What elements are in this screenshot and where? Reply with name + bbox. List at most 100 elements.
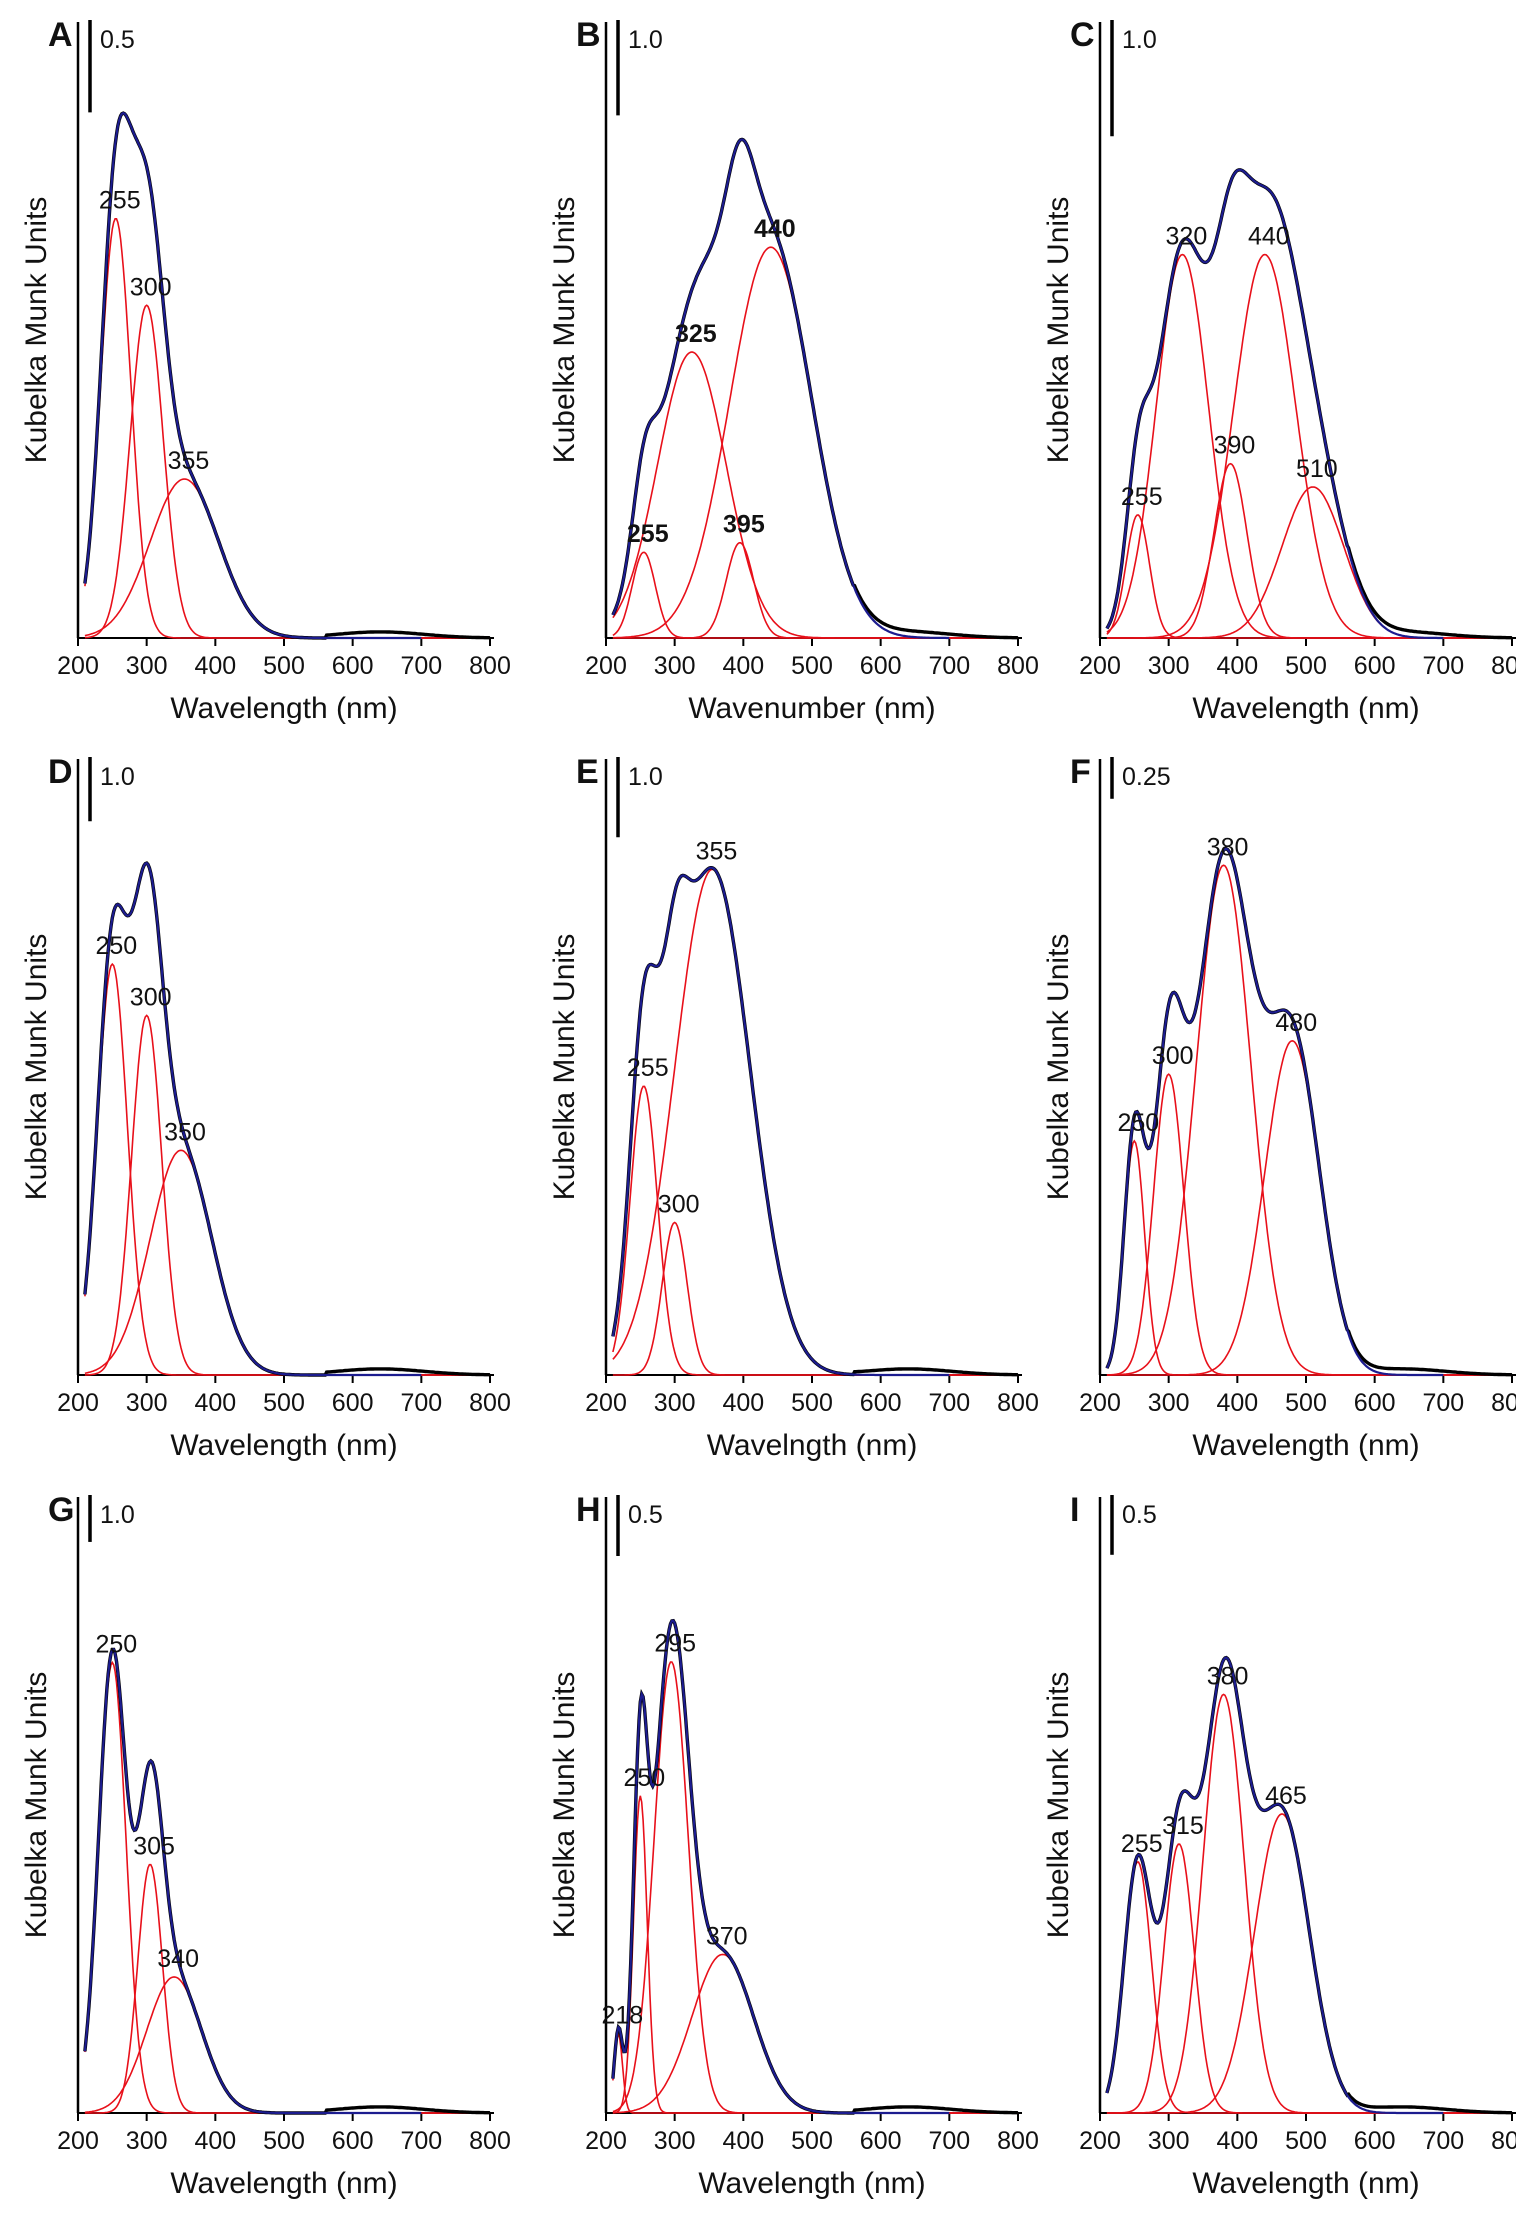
panel-b: 200 300 400 500 600 700 800 Wavenumber (nm) Kube… bbox=[548, 16, 1039, 725]
component-peak-300 bbox=[84, 304, 490, 639]
component-peak-300 bbox=[84, 1014, 490, 1376]
x-axis-label: Wavelength (nm) bbox=[1192, 2167, 1419, 2200]
x-tick-label: 800 bbox=[469, 652, 511, 680]
x-axis-label: Wavelngth (nm) bbox=[707, 1429, 918, 1462]
x-tick-label: 200 bbox=[57, 1389, 99, 1417]
x-axis-label: Wavelength (nm) bbox=[698, 2167, 925, 2200]
peak-label: 218 bbox=[602, 2002, 644, 2030]
x-tick-label: 700 bbox=[1422, 1389, 1464, 1417]
x-tick-label: 500 bbox=[791, 652, 833, 680]
peak-label: 480 bbox=[1275, 1009, 1317, 1037]
peak-label: 255 bbox=[1121, 1830, 1163, 1858]
panel-letter: E bbox=[576, 753, 599, 791]
component-peak-300 bbox=[612, 1221, 1018, 1376]
panel-letter: I bbox=[1070, 1491, 1079, 1529]
peak-label: 250 bbox=[623, 1764, 665, 1792]
x-tick-label: 800 bbox=[469, 1389, 511, 1417]
fit-envelope bbox=[611, 138, 950, 640]
fit-envelope bbox=[1105, 168, 1444, 640]
peak-label: 300 bbox=[130, 983, 172, 1011]
x-tick-label: 800 bbox=[1491, 1389, 1516, 1417]
x-tick-label: 400 bbox=[194, 652, 236, 680]
measured-spectrum bbox=[611, 1618, 1019, 2115]
fit-envelope bbox=[83, 111, 422, 640]
panel-letter: H bbox=[576, 1491, 601, 1529]
component-peak-295 bbox=[612, 1661, 1018, 2114]
peak-label: 380 bbox=[1207, 833, 1249, 861]
peak-label: 355 bbox=[696, 837, 738, 865]
y-axis-label: Kubelka Munk Units bbox=[1042, 934, 1075, 1201]
x-tick-label: 300 bbox=[1148, 2127, 1190, 2155]
component-peak-355 bbox=[84, 478, 490, 639]
component-peak-380 bbox=[1106, 864, 1512, 1376]
panel-h: 200 300 400 500 600 700 800 Wavelength (nm) Kube… bbox=[548, 1491, 1039, 2200]
x-tick-label: 500 bbox=[791, 1389, 833, 1417]
fit-envelope bbox=[611, 1619, 950, 2115]
peak-label: 390 bbox=[1214, 432, 1256, 460]
peak-label: 250 bbox=[95, 932, 137, 960]
x-tick-label: 200 bbox=[1079, 1389, 1121, 1417]
peak-label: 300 bbox=[658, 1191, 700, 1219]
peak-label: 315 bbox=[1162, 1812, 1204, 1840]
x-tick-label: 600 bbox=[1354, 1389, 1396, 1417]
peak-label: 340 bbox=[157, 1945, 199, 1973]
panel-f: 200 300 400 500 600 700 800 Wavelength (nm) Kube… bbox=[1042, 753, 1516, 1462]
fit-envelope bbox=[1105, 847, 1444, 1377]
component-peak-390 bbox=[1106, 462, 1512, 639]
x-tick-label: 700 bbox=[928, 2127, 970, 2155]
measured-spectrum bbox=[83, 111, 491, 640]
component-peak-250 bbox=[1106, 1139, 1512, 1376]
y-axis-label: Kubelka Munk Units bbox=[548, 197, 581, 464]
scale-bar-label: 0.5 bbox=[1122, 1501, 1157, 1529]
peak-label: 440 bbox=[1248, 223, 1290, 251]
x-tick-label: 700 bbox=[400, 2127, 442, 2155]
peak-label: 350 bbox=[164, 1118, 206, 1146]
peak-label: 295 bbox=[654, 1630, 696, 1658]
component-peak-218 bbox=[612, 2031, 1018, 2114]
x-tick-label: 400 bbox=[194, 1389, 236, 1417]
x-tick-label: 700 bbox=[1422, 652, 1464, 680]
x-tick-label: 400 bbox=[722, 1389, 764, 1417]
x-tick-label: 300 bbox=[126, 652, 168, 680]
component-peak-300 bbox=[1106, 1073, 1512, 1376]
fit-envelope bbox=[611, 866, 950, 1377]
x-tick-label: 400 bbox=[194, 2127, 236, 2155]
x-tick-label: 600 bbox=[332, 2127, 374, 2155]
x-tick-label: 600 bbox=[860, 1389, 902, 1417]
component-peak-340 bbox=[84, 1976, 490, 2114]
x-tick-label: 700 bbox=[928, 1389, 970, 1417]
peak-label: 395 bbox=[723, 511, 765, 539]
x-tick-label: 200 bbox=[57, 2127, 99, 2155]
x-axis-label: Wavelength (nm) bbox=[170, 692, 397, 725]
x-axis-label: Wavelength (nm) bbox=[1192, 1429, 1419, 1462]
x-tick-label: 300 bbox=[1148, 1389, 1190, 1417]
peak-label: 300 bbox=[130, 273, 172, 301]
x-tick-label: 800 bbox=[997, 1389, 1039, 1417]
component-peak-255 bbox=[612, 1085, 1018, 1376]
measured-spectrum bbox=[611, 866, 1019, 1377]
scale-bar-label: 1.0 bbox=[100, 1501, 135, 1529]
fit-envelope bbox=[1105, 1656, 1444, 2115]
component-peak-250 bbox=[84, 1660, 490, 2114]
x-tick-label: 500 bbox=[263, 2127, 305, 2155]
x-tick-label: 200 bbox=[585, 2127, 627, 2155]
x-tick-label: 400 bbox=[722, 652, 764, 680]
x-tick-label: 700 bbox=[1422, 2127, 1464, 2155]
x-tick-label: 800 bbox=[1491, 652, 1516, 680]
x-tick-label: 400 bbox=[722, 2127, 764, 2155]
peak-label: 250 bbox=[1117, 1109, 1159, 1137]
y-axis-label: Kubelka Munk Units bbox=[1042, 1672, 1075, 1939]
x-tick-label: 800 bbox=[469, 2127, 511, 2155]
x-tick-label: 500 bbox=[263, 652, 305, 680]
x-tick-label: 200 bbox=[585, 1389, 627, 1417]
x-tick-label: 800 bbox=[997, 2127, 1039, 2155]
y-axis-label: Kubelka Munk Units bbox=[20, 1672, 53, 1939]
x-axis-label: Wavelength (nm) bbox=[170, 1429, 397, 1462]
x-tick-label: 600 bbox=[860, 652, 902, 680]
component-peak-305 bbox=[84, 1863, 490, 2114]
measured-spectrum bbox=[1105, 1655, 1513, 2115]
panel-a: 200 300 400 500 600 700 800 Wavelength (nm) Kube… bbox=[20, 16, 511, 725]
x-axis-label: Wavenumber (nm) bbox=[688, 692, 935, 725]
x-tick-label: 400 bbox=[1216, 1389, 1258, 1417]
